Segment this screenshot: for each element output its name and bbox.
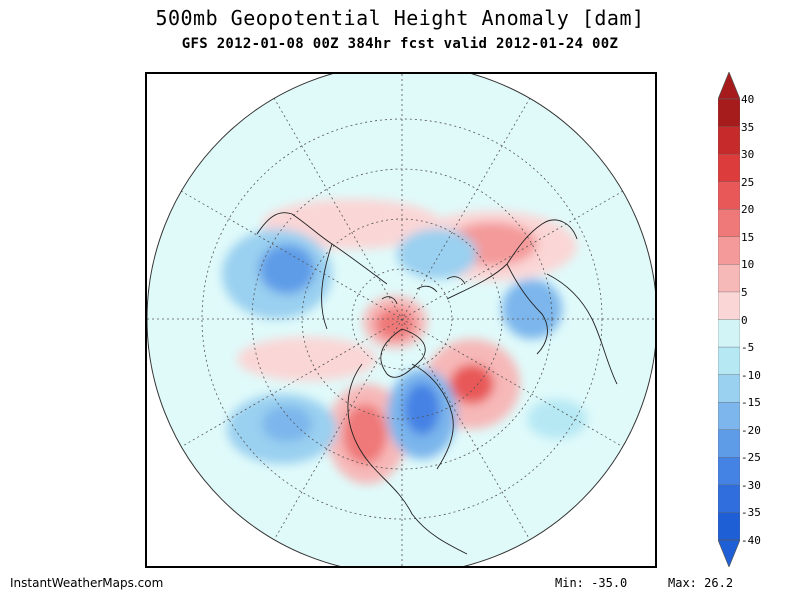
colorbar-arrow-bottom [718, 539, 740, 567]
positive-anomaly-west [237, 337, 377, 381]
negative-anomaly-europe-east [502, 279, 562, 339]
colorbar-band [718, 374, 740, 403]
coast-arctic-islands [381, 276, 466, 305]
coast-africa [546, 273, 618, 385]
polar-map-svg [147, 74, 655, 566]
colorbar-band [718, 512, 740, 541]
min-value: -35.0 [591, 576, 628, 590]
colorbar-band [718, 209, 740, 238]
positive-anomaly-atlantic-core [450, 364, 494, 404]
colorbar-arrow-top [718, 72, 740, 100]
colorbar-tick-label: 30 [741, 148, 755, 162]
colorbar-band [718, 98, 740, 128]
colorbar-tick-label: -35 [741, 506, 761, 520]
colorbar-tick-label: 0 [741, 313, 748, 327]
colorbar-tick-label: -40 [741, 534, 761, 547]
coastlines [256, 212, 618, 555]
min-readout: Min: -35.0 [555, 576, 627, 590]
min-label: Min: [555, 576, 584, 590]
colorbar-band [718, 153, 740, 183]
colorbar-band [718, 264, 740, 293]
colorbar-tick-label: 15 [741, 230, 755, 244]
colorbar-band [718, 291, 740, 321]
colorbar-tick-label: -25 [741, 451, 761, 465]
positive-anomaly-pole-core [375, 308, 415, 340]
colorbar-tick-label: -5 [741, 341, 755, 355]
colorbar-tick-label: 5 [741, 285, 748, 299]
coast-europe [446, 219, 578, 355]
colorbar-band [718, 401, 740, 431]
positive-anomaly-pacific-core [343, 404, 387, 464]
negative-anomaly-east [527, 399, 587, 439]
site-credit: InstantWeatherMaps.com [10, 576, 164, 590]
colorbar-band [718, 181, 740, 210]
colorbar-band [718, 319, 740, 348]
colorbar-tick-label: -30 [741, 478, 761, 492]
coast-greenland [380, 328, 426, 378]
negative-anomaly-asia-core [259, 244, 315, 294]
graticule [147, 74, 655, 566]
max-label: Max: [668, 576, 697, 590]
colorbar-tick-label: 25 [741, 175, 755, 189]
colorbar-band [718, 236, 740, 266]
colorbar-tick-label: 40 [741, 93, 755, 106]
colorbar [718, 72, 740, 567]
colorbar-tick-label: -20 [741, 423, 761, 437]
colorbar-tick-label: 10 [741, 258, 755, 272]
colorbar-tick-label: -15 [741, 396, 761, 410]
colorbar-band [718, 457, 740, 486]
negative-anomaly-pacific-west-core [262, 406, 312, 442]
colorbar-band [718, 429, 740, 459]
chart-title: 500mb Geopotential Height Anomaly [dam] [155, 6, 645, 30]
coast-asia [256, 212, 388, 330]
colorbar-band [718, 346, 740, 376]
negative-anomaly-americas-core [404, 383, 440, 435]
max-value: 26.2 [704, 576, 734, 590]
colorbar-band [718, 484, 740, 514]
colorbar-band [718, 126, 740, 155]
colorbar-tick-label: 35 [741, 120, 755, 134]
colorbar-tick-label: -10 [741, 368, 761, 382]
map-panel [145, 72, 657, 568]
forecast-subtitle: GFS 2012-01-08 00Z 384hr fcst valid 2012… [181, 36, 619, 52]
colorbar-tick-label: 20 [741, 203, 755, 217]
max-readout: Max: 26.2 [668, 576, 733, 590]
negative-anomaly-arctic [397, 229, 477, 279]
coast-north-america [347, 363, 468, 555]
